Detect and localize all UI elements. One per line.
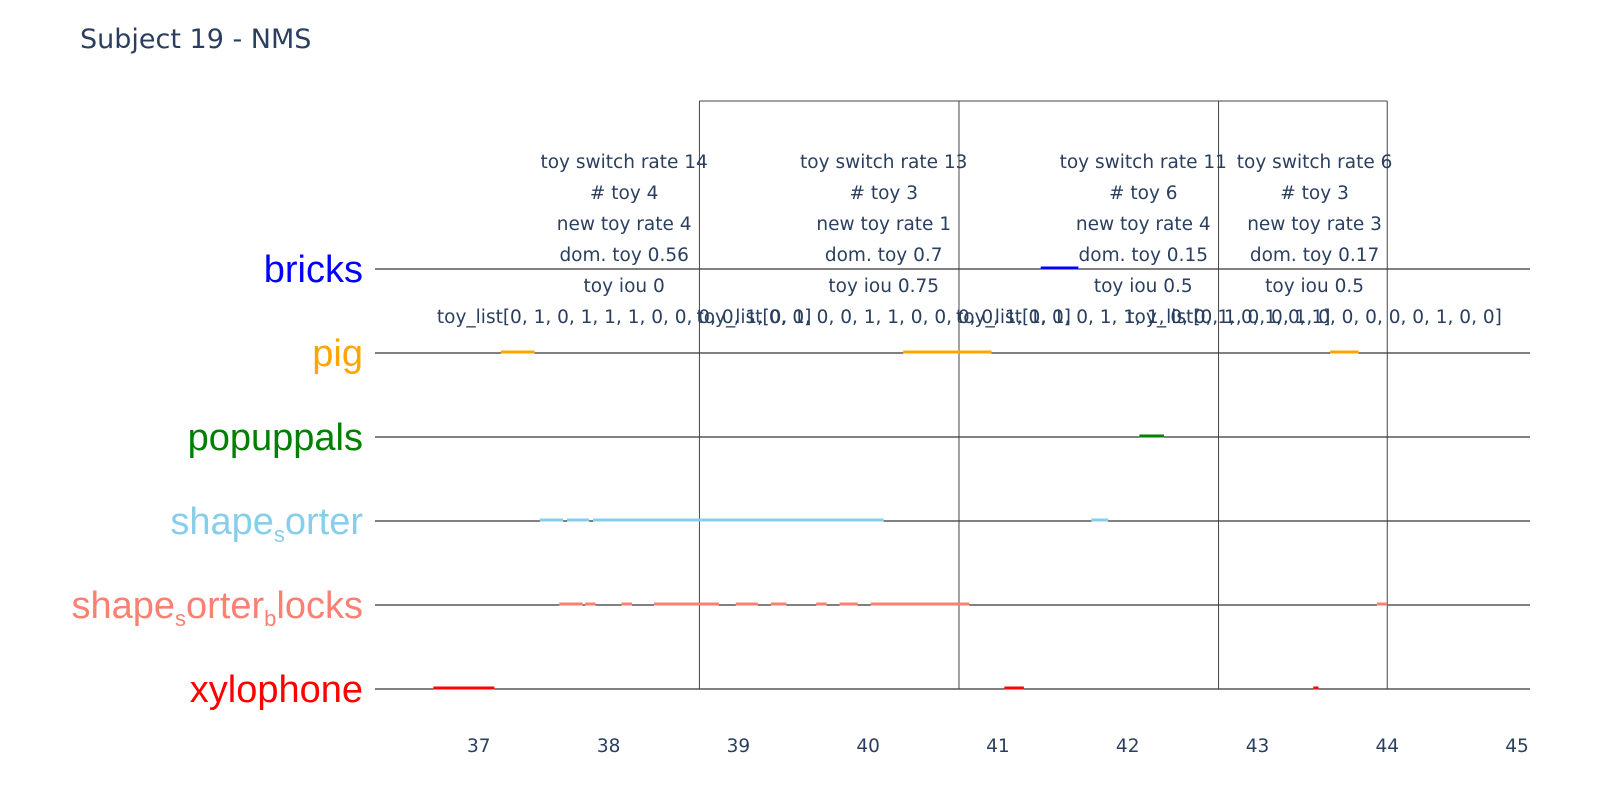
y-label-part: s <box>274 522 285 547</box>
window-annotation-line: dom. toy 0.17 <box>1250 245 1379 266</box>
y-label-pig: pig <box>312 333 363 375</box>
y-label-part: orter <box>285 501 363 543</box>
y-label-part: b <box>264 606 276 631</box>
window-annotations: toy switch rate 14 # toy 4 new toy rate 4 d… <box>437 152 1502 328</box>
y-label-part: s <box>175 606 186 631</box>
window-annotation-line: new toy rate 1 <box>816 214 951 235</box>
window-annotation-line: dom. toy 0.7 <box>825 245 943 266</box>
x-tick-label: 44 <box>1375 736 1399 757</box>
window-annotation-line: toy_list[0, 1, 0, 0, 1, 0, 0, 0, 0, 0, 1… <box>1127 307 1502 328</box>
window-annotation-line: # toy 3 <box>1280 183 1349 204</box>
window-annotation-line: dom. toy 0.56 <box>559 245 688 266</box>
window-annotation-line: # toy 3 <box>849 183 918 204</box>
y-label-part: xylophone <box>190 669 363 711</box>
window-annotation-line: toy switch rate 6 <box>1237 152 1393 173</box>
y-label-part: locks <box>276 585 363 627</box>
window-annotation-line: toy iou 0.75 <box>828 276 939 297</box>
window-annotation-line: toy_list[0, 1, 0, 0, 1, 1, 0, 0, 0, 0, 1… <box>696 307 1071 328</box>
window-annotation-line: toy switch rate 14 <box>540 152 707 173</box>
y-label-shape_sorter_blocks: shapesorterblocks <box>71 585 363 631</box>
window-annotation-line: toy switch rate 11 <box>1060 152 1227 173</box>
y-label-part: shape <box>170 501 274 543</box>
x-tick-label: 43 <box>1246 736 1270 757</box>
y-label-popuppals: popuppals <box>188 417 363 459</box>
x-tick-label: 37 <box>467 736 491 757</box>
window-annotation-line: new toy rate 4 <box>1076 214 1211 235</box>
window-boxes <box>698 100 1388 689</box>
y-label-part: popuppals <box>188 417 363 459</box>
gridlines <box>375 268 1530 690</box>
y-label-part: pig <box>312 333 363 375</box>
y-label-part: bricks <box>264 249 363 291</box>
toy-segments <box>433 266 1388 690</box>
y-label-shape_sorter: shapesorter <box>170 501 363 547</box>
window-annotation-line: toy iou 0 <box>584 276 665 297</box>
window-annotation-line: toy iou 0.5 <box>1265 276 1364 297</box>
y-label-part: orter <box>186 585 264 627</box>
window-annotation-line: # toy 4 <box>590 183 659 204</box>
y-label-bricks: bricks <box>264 249 363 291</box>
window-annotation-line: new toy rate 4 <box>557 214 692 235</box>
x-tick-label: 42 <box>1116 736 1140 757</box>
y-axis-labels: brickspigpopuppalsshapesortershapesorter… <box>71 249 363 711</box>
x-tick-label: 41 <box>986 736 1010 757</box>
window-annotation-line: # toy 6 <box>1109 183 1178 204</box>
x-tick-label: 39 <box>727 736 751 757</box>
x-tick-label: 38 <box>597 736 621 757</box>
y-label-xylophone: xylophone <box>190 669 363 711</box>
y-label-part: shape <box>71 585 175 627</box>
x-tick-label: 45 <box>1505 736 1529 757</box>
window-annotation-line: toy_list[0, 1, 0, 1, 1, 1, 0, 0, 0, 0, 1… <box>437 307 812 328</box>
window-annotation-line: new toy rate 3 <box>1247 214 1382 235</box>
window-annotation-line: toy iou 0.5 <box>1094 276 1193 297</box>
chart-title: Subject 19 - NMS <box>80 24 311 55</box>
window-annotation-line: dom. toy 0.15 <box>1079 245 1208 266</box>
window-annotation-line: toy switch rate 13 <box>800 152 967 173</box>
window-annotation-line: toy_list[1, 1, 0, 1, 1, 1, 0, 0, 1, 0, 1… <box>956 307 1331 328</box>
x-tick-label: 40 <box>856 736 880 757</box>
x-axis-ticks: 37 38 39 40 41 42 43 44 45 <box>467 736 1529 757</box>
